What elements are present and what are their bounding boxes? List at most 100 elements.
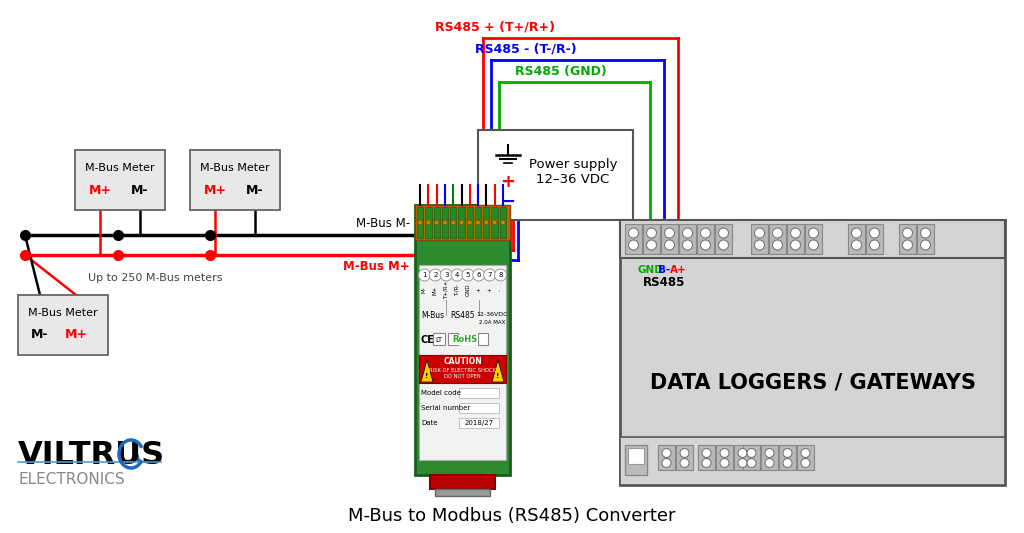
Text: T+/R+: T+/R+ [443,281,449,299]
Text: M-Bus Meter: M-Bus Meter [29,308,98,318]
Text: GND: GND [466,284,470,296]
Bar [866,224,883,254]
Bar [734,445,751,470]
Circle shape [755,240,765,250]
Circle shape [791,228,801,238]
Bar [779,445,796,470]
Circle shape [462,269,474,281]
Text: M+: M+ [433,285,438,295]
Circle shape [738,448,746,457]
Circle shape [700,228,711,238]
Text: M-Bus M+: M-Bus M+ [343,260,410,273]
Bar [459,418,499,428]
Circle shape [683,228,692,238]
Circle shape [440,269,453,281]
Circle shape [719,228,728,238]
Circle shape [809,228,818,238]
Circle shape [483,269,496,281]
Circle shape [442,220,447,225]
Bar [425,207,431,238]
Bar [75,150,165,210]
Bar [419,265,506,460]
Bar [18,295,108,355]
Bar [918,224,934,254]
Text: +: + [476,288,481,293]
Bar [433,207,440,238]
Circle shape [665,240,675,250]
Bar [620,437,1005,485]
Text: A+: A+ [670,265,686,275]
Text: M-: M- [422,287,427,293]
Text: GND: GND [637,265,663,275]
Text: DO NOT OPEN: DO NOT OPEN [444,375,481,379]
Bar [805,224,822,254]
Circle shape [629,240,639,250]
Bar [419,355,506,383]
Bar [787,224,804,254]
Circle shape [493,220,497,225]
Bar [459,388,499,398]
Text: 2: 2 [433,272,437,278]
Bar [449,333,458,345]
Circle shape [783,448,792,457]
Bar [751,224,768,254]
Bar [662,224,678,254]
Text: Serial number: Serial number [421,405,470,411]
Polygon shape [492,360,504,382]
Bar [451,207,457,238]
Text: !: ! [425,373,429,379]
Bar [433,333,445,345]
Bar [715,224,732,254]
Circle shape [852,228,861,238]
Text: Power supply
12–36 VDC: Power supply 12–36 VDC [528,158,617,186]
Circle shape [765,448,774,457]
Circle shape [902,228,912,238]
Text: +: + [501,173,515,191]
Circle shape [783,458,792,467]
Text: M-: M- [32,328,49,342]
Circle shape [869,240,880,250]
Circle shape [665,228,675,238]
Text: M-: M- [246,183,264,197]
Text: ELECTRONICS: ELECTRONICS [18,472,125,487]
Circle shape [495,269,507,281]
Circle shape [434,220,439,225]
Text: 7: 7 [487,272,492,278]
Text: M+: M+ [88,183,112,197]
Circle shape [646,228,656,238]
Bar [628,448,644,464]
Bar [643,224,660,254]
Text: M+: M+ [65,328,87,342]
Text: M-: M- [131,183,148,197]
Bar [620,220,1005,485]
Circle shape [852,240,861,250]
Bar [698,445,715,470]
Bar [459,403,499,413]
Text: CE: CE [420,335,434,345]
Bar [415,205,510,475]
Circle shape [719,240,728,250]
Circle shape [801,448,810,457]
Circle shape [683,240,692,250]
Circle shape [921,240,931,250]
Bar [415,205,510,240]
Circle shape [772,228,782,238]
Bar [625,224,642,254]
Text: 1: 1 [422,272,427,278]
Circle shape [501,220,505,225]
Circle shape [720,458,729,467]
Circle shape [473,269,484,281]
Circle shape [702,448,711,457]
Bar [797,445,814,470]
Text: M-Bus Meter: M-Bus Meter [200,163,269,173]
Circle shape [746,458,756,467]
Text: 2018/27: 2018/27 [465,420,494,426]
Text: RoHS: RoHS [453,335,477,344]
Circle shape [484,220,488,225]
Circle shape [451,220,456,225]
Text: CAUTION: CAUTION [443,358,482,367]
Bar [899,224,916,254]
Bar [478,333,488,345]
Text: RS485 - (T-/R-): RS485 - (T-/R-) [475,43,577,56]
Bar [435,489,490,496]
